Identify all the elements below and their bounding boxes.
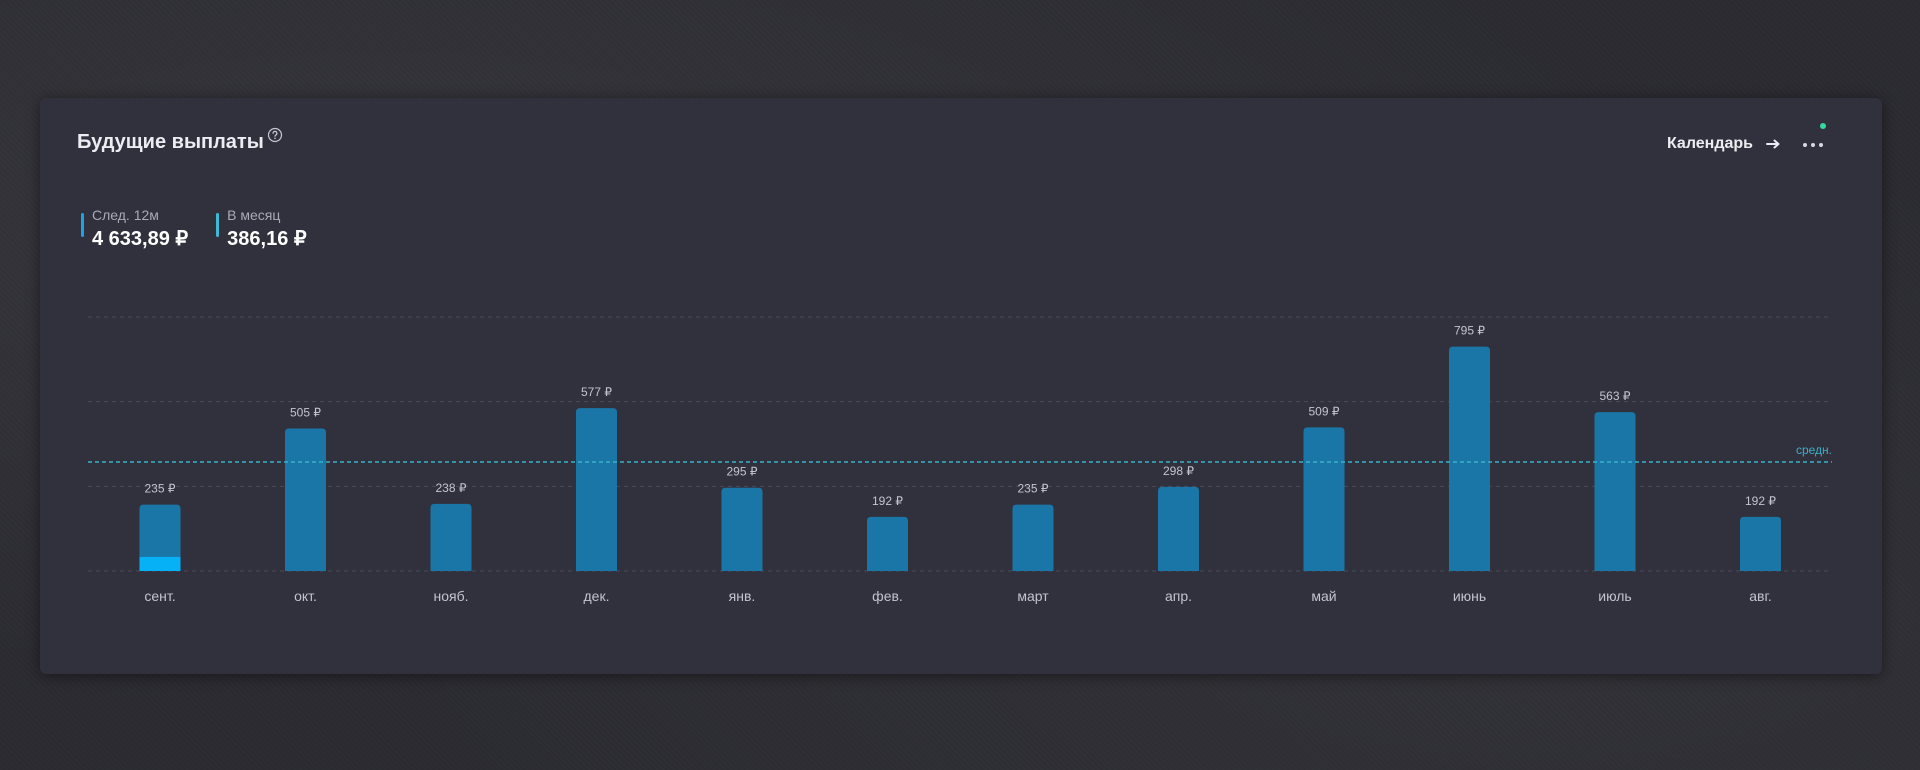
- chart-bar[interactable]: [576, 408, 617, 571]
- more-dots-icon: [1802, 135, 1824, 153]
- bar-value-label: 298 ₽: [1163, 464, 1194, 478]
- chart-bar[interactable]: [867, 516, 908, 571]
- bar-value-label: 192 ₽: [1745, 494, 1776, 508]
- chart-bar[interactable]: [1158, 486, 1199, 571]
- chart-bar[interactable]: [430, 503, 472, 571]
- chart-bar-received: [139, 556, 181, 571]
- category-label: окт.: [294, 588, 317, 604]
- category-label: дек.: [584, 588, 610, 604]
- chart-bar[interactable]: [1012, 504, 1054, 571]
- category-label: июль: [1598, 588, 1631, 604]
- stat-per-month: В месяц 386,16 ₽: [216, 206, 307, 252]
- category-label: янв.: [729, 588, 756, 604]
- category-label: авг.: [1749, 588, 1772, 604]
- card-title-text: Будущие выплаты: [77, 131, 264, 153]
- stat-next-12m-marker: [81, 213, 84, 237]
- bar-value-label: 192 ₽: [872, 494, 903, 508]
- bar-value-label: 577 ₽: [581, 385, 612, 399]
- chart-bar[interactable]: [1303, 427, 1345, 571]
- chart-bar[interactable]: [1740, 516, 1781, 571]
- chart-bar[interactable]: [139, 504, 181, 571]
- payouts-bar-chart: 235 ₽ сент. 505 ₽ окт. 238 ₽ нояб. 577 ₽ дек. 29…: [88, 316, 1832, 604]
- category-label: май: [1311, 588, 1336, 604]
- bar-value-label: 509 ₽: [1309, 404, 1340, 418]
- category-label: сент.: [144, 588, 175, 604]
- bar-value-label: 235 ₽: [1018, 482, 1049, 496]
- category-label: июнь: [1453, 588, 1486, 604]
- bar-value-label: 238 ₽: [436, 481, 467, 495]
- summary-stats: След. 12м 4 633,89 ₽ В месяц 386,16 ₽: [81, 206, 335, 252]
- bar-value-label: 505 ₽: [290, 405, 321, 419]
- chart-bar[interactable]: [1449, 346, 1490, 571]
- category-label: апр.: [1165, 588, 1192, 604]
- chart-bar[interactable]: [285, 428, 326, 571]
- bar-value-label: 563 ₽: [1600, 389, 1631, 403]
- bar-value-label: 295 ₽: [727, 465, 758, 479]
- notification-dot: [1820, 123, 1826, 129]
- stat-per-month-label: В месяц: [227, 207, 281, 223]
- stat-next-12m-value: 4 633,89 ₽: [92, 228, 189, 250]
- calendar-link-label: Календарь: [1666, 135, 1753, 152]
- chart-bar[interactable]: [721, 487, 763, 571]
- bar-value-label: 235 ₽: [145, 482, 176, 496]
- header-actions: Календарь: [1667, 123, 1826, 157]
- card-title: Будущие выплаты: [77, 127, 283, 154]
- stat-next-12m: След. 12м 4 633,89 ₽: [81, 206, 188, 252]
- average-label: средн.: [1796, 443, 1832, 457]
- category-label: март: [1017, 588, 1049, 604]
- stat-next-12m-label: След. 12м: [92, 207, 159, 223]
- question-circle-icon[interactable]: [267, 127, 283, 143]
- category-label: фев.: [872, 588, 903, 604]
- bar-value-label: 795 ₽: [1454, 324, 1485, 338]
- stat-per-month-value: 386,16 ₽: [227, 228, 307, 250]
- calendar-link[interactable]: Календарь: [1667, 135, 1780, 153]
- chart-bar[interactable]: [1594, 412, 1636, 571]
- more-options-button[interactable]: [1802, 123, 1826, 157]
- stat-per-month-marker: [216, 213, 220, 237]
- arrow-right-icon: [1766, 139, 1780, 149]
- future-payouts-card: Будущие выплаты Календарь: [40, 98, 1882, 674]
- category-label: нояб.: [433, 588, 468, 604]
